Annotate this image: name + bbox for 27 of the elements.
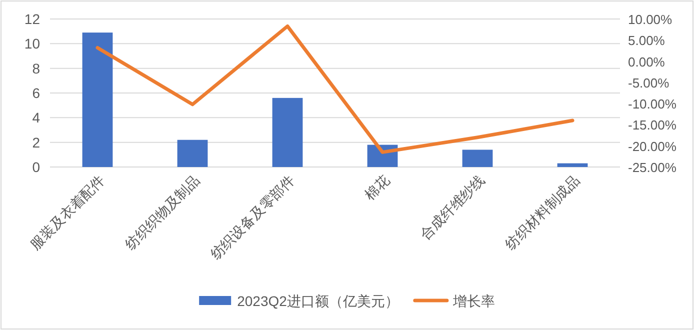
legend-label: 增长率 [452, 293, 495, 309]
y2-tick-label: 10.00% [628, 12, 673, 27]
y2-tick-label: -25.00% [628, 160, 677, 175]
y-tick-label: 6 [32, 85, 40, 101]
bar [177, 140, 208, 167]
y2-tick-label: -20.00% [628, 138, 677, 154]
y2-tick-label: 0.00% [628, 54, 666, 70]
line-series [96, 24, 574, 154]
bar [462, 150, 493, 167]
y-tick-label: 12 [24, 11, 40, 27]
y-tick-label: 4 [32, 110, 40, 126]
y-tick-label: 8 [32, 60, 40, 76]
y2-tick-label: -10.00% [628, 96, 677, 112]
y-tick-label: 10 [24, 36, 40, 52]
bar [82, 32, 113, 167]
x-tick-label: 棉花 [362, 172, 393, 203]
x-tick-label: 合成纤维纱线 [416, 172, 488, 243]
bar [272, 98, 303, 167]
y-tick-label: 2 [32, 134, 40, 150]
legend-label: 2023Q2进口额（亿美元） [237, 293, 399, 309]
x-tick-label: 纺织设备及零部件 [207, 172, 298, 262]
bar [557, 163, 588, 167]
y2-tick-label: -15.00% [628, 118, 677, 133]
y2-tick-label: -5.00% [628, 75, 670, 90]
x-tick-label: 纺织织物及制品 [122, 172, 203, 252]
y2-tick-label: 5.00% [628, 33, 666, 48]
x-tick-label: 纺织材料制成品 [502, 172, 583, 252]
